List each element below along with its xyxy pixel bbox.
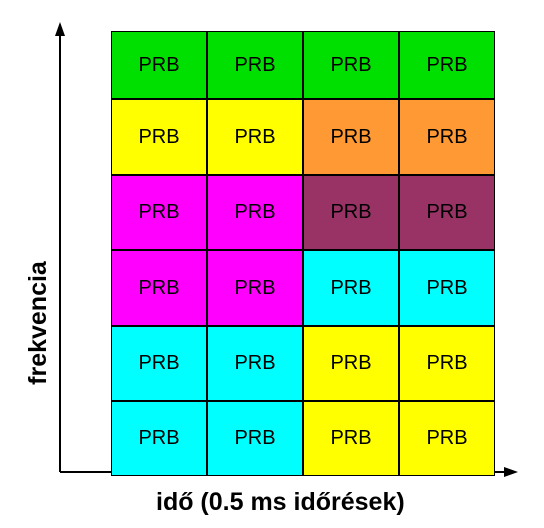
x-axis-arrowhead [504, 467, 518, 477]
prb-cell: PRB [303, 401, 399, 476]
prb-cell: PRB [111, 31, 207, 99]
prb-cell: PRB [399, 175, 495, 250]
prb-cell: PRB [111, 99, 207, 175]
prb-cell: PRB [303, 175, 399, 250]
prb-cell: PRB [399, 401, 495, 476]
prb-cell: PRB [303, 31, 399, 99]
prb-cell: PRB [303, 326, 399, 401]
prb-cell: PRB [207, 250, 303, 326]
prb-cell: PRB [111, 250, 207, 326]
prb-cell: PRB [207, 326, 303, 401]
y-axis-label: frekvencia [24, 261, 52, 385]
prb-cell: PRB [207, 175, 303, 250]
prb-cell: PRB [399, 326, 495, 401]
prb-cell: PRB [303, 99, 399, 175]
prb-cell: PRB [399, 31, 495, 99]
prb-cell: PRB [111, 401, 207, 476]
prb-cell: PRB [303, 250, 399, 326]
prb-cell: PRB [207, 31, 303, 99]
prb-cell: PRB [111, 326, 207, 401]
prb-cell: PRB [207, 401, 303, 476]
y-axis-arrowhead [55, 22, 65, 36]
prb-cell: PRB [207, 99, 303, 175]
prb-cell: PRB [111, 175, 207, 250]
prb-cell: PRB [399, 99, 495, 175]
prb-cell: PRB [399, 250, 495, 326]
x-axis-label: idő (0.5 ms időrések) [156, 488, 405, 516]
